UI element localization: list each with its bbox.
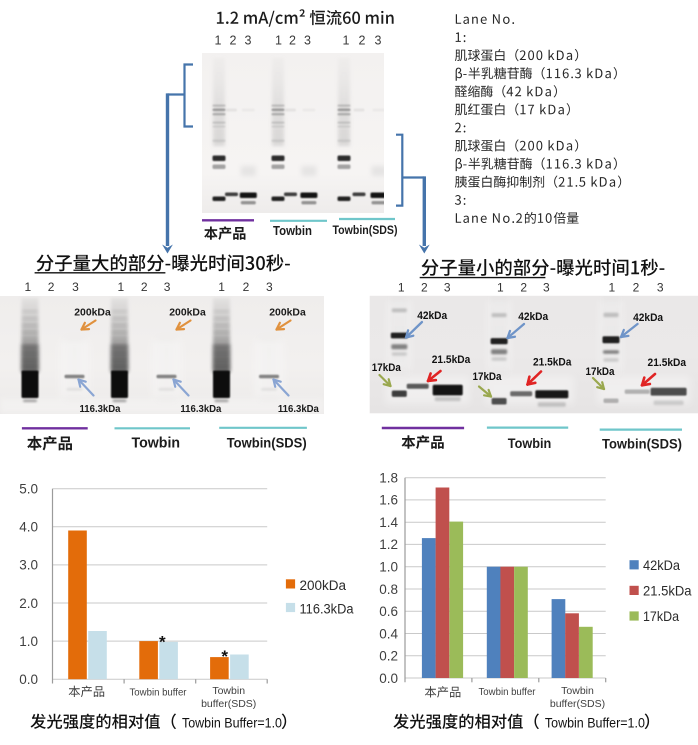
svg-text:1: 1 bbox=[343, 34, 350, 48]
svg-text:*: * bbox=[221, 647, 228, 666]
svg-text:116.3kDa: 116.3kDa bbox=[278, 403, 319, 415]
svg-text:116.3kDa: 116.3kDa bbox=[80, 403, 121, 415]
svg-text:200kDa: 200kDa bbox=[269, 306, 306, 318]
svg-text:Towbin: Towbin bbox=[212, 685, 245, 697]
svg-text:2: 2 bbox=[243, 280, 250, 294]
svg-text:0.2: 0.2 bbox=[379, 649, 398, 664]
svg-text:2: 2 bbox=[289, 34, 296, 48]
svg-text:21.5kDa: 21.5kDa bbox=[432, 354, 471, 366]
svg-text:3: 3 bbox=[304, 34, 311, 48]
svg-text:2: 2 bbox=[520, 281, 527, 295]
svg-text:3: 3 bbox=[444, 281, 451, 295]
svg-text:200kDa: 200kDa bbox=[169, 306, 206, 318]
svg-text:*: * bbox=[159, 633, 166, 652]
svg-text:Towbin(SDS): Towbin(SDS) bbox=[333, 223, 398, 237]
svg-text:4.0: 4.0 bbox=[19, 520, 38, 535]
svg-text:Towbin: Towbin bbox=[508, 436, 552, 451]
svg-text:3.0: 3.0 bbox=[19, 558, 38, 573]
svg-text:Towbin: Towbin bbox=[132, 435, 181, 452]
svg-text:1.0: 1.0 bbox=[379, 560, 398, 575]
svg-text:21.5kDa: 21.5kDa bbox=[643, 583, 692, 599]
svg-text:17kDa: 17kDa bbox=[372, 362, 402, 374]
svg-text:1: 1 bbox=[215, 34, 222, 48]
svg-text:200kDa: 200kDa bbox=[300, 578, 347, 593]
svg-text:1.8: 1.8 bbox=[379, 471, 398, 486]
svg-text:3: 3 bbox=[266, 280, 273, 294]
svg-text:2: 2 bbox=[230, 34, 237, 48]
svg-text:Towbin buffer: Towbin buffer bbox=[479, 686, 536, 698]
svg-text:0.6: 0.6 bbox=[379, 604, 398, 619]
svg-text:2: 2 bbox=[633, 281, 640, 295]
svg-text:Towbin Buffer=1.0: Towbin Buffer=1.0 bbox=[545, 715, 645, 731]
svg-text:0.0: 0.0 bbox=[19, 672, 38, 687]
svg-text:21.5kDa: 21.5kDa bbox=[648, 357, 687, 369]
svg-text:200kDa: 200kDa bbox=[74, 306, 111, 318]
svg-text:0.8: 0.8 bbox=[379, 582, 398, 597]
svg-text:116.3kDa: 116.3kDa bbox=[180, 403, 221, 415]
svg-text:17kDa: 17kDa bbox=[586, 366, 616, 378]
svg-text:42kDa: 42kDa bbox=[633, 312, 664, 324]
svg-text:5.0: 5.0 bbox=[19, 482, 38, 497]
svg-text:3: 3 bbox=[375, 34, 382, 48]
svg-text:2: 2 bbox=[359, 34, 366, 48]
svg-text:1: 1 bbox=[608, 281, 615, 295]
svg-text:0.0: 0.0 bbox=[379, 671, 398, 686]
svg-text:42kDa: 42kDa bbox=[643, 557, 680, 573]
svg-text:1: 1 bbox=[117, 280, 124, 294]
svg-text:1: 1 bbox=[24, 280, 31, 294]
svg-text:0.4: 0.4 bbox=[379, 626, 398, 641]
svg-text:1: 1 bbox=[275, 34, 282, 48]
svg-text:21.5kDa: 21.5kDa bbox=[533, 357, 572, 369]
svg-text:2: 2 bbox=[421, 281, 428, 295]
svg-text:Towbin(SDS): Towbin(SDS) bbox=[227, 436, 307, 451]
svg-text:1.4: 1.4 bbox=[379, 515, 398, 530]
svg-text:3: 3 bbox=[657, 281, 664, 295]
svg-text:2.0: 2.0 bbox=[19, 596, 38, 611]
svg-text:1.0: 1.0 bbox=[19, 634, 38, 649]
svg-text:3: 3 bbox=[245, 34, 252, 48]
svg-text:1.6: 1.6 bbox=[379, 493, 398, 508]
svg-text:2: 2 bbox=[48, 280, 55, 294]
svg-text:17kDa: 17kDa bbox=[473, 371, 503, 383]
svg-text:17kDa: 17kDa bbox=[643, 608, 679, 624]
svg-text:buffer(SDS): buffer(SDS) bbox=[550, 698, 605, 710]
svg-text:3: 3 bbox=[543, 281, 550, 295]
svg-text:3: 3 bbox=[164, 280, 171, 294]
svg-text:116.3kDa: 116.3kDa bbox=[300, 601, 354, 616]
svg-text:2: 2 bbox=[141, 280, 148, 294]
svg-text:Towbin buffer: Towbin buffer bbox=[130, 687, 187, 699]
svg-text:1.2: 1.2 bbox=[379, 537, 398, 552]
svg-text:42kDa: 42kDa bbox=[518, 311, 549, 323]
svg-text:buffer(SDS): buffer(SDS) bbox=[201, 698, 256, 710]
svg-text:1: 1 bbox=[497, 281, 504, 295]
svg-text:1: 1 bbox=[398, 281, 405, 295]
svg-text:Towbin Buffer=1.0: Towbin Buffer=1.0 bbox=[182, 715, 282, 731]
svg-text:Towbin: Towbin bbox=[273, 224, 312, 238]
svg-text:42kDa: 42kDa bbox=[417, 310, 448, 322]
svg-text:Towbin(SDS): Towbin(SDS) bbox=[602, 437, 682, 452]
svg-text:3: 3 bbox=[72, 280, 79, 294]
svg-text:1: 1 bbox=[218, 280, 225, 294]
svg-text:Towbin: Towbin bbox=[561, 685, 594, 697]
